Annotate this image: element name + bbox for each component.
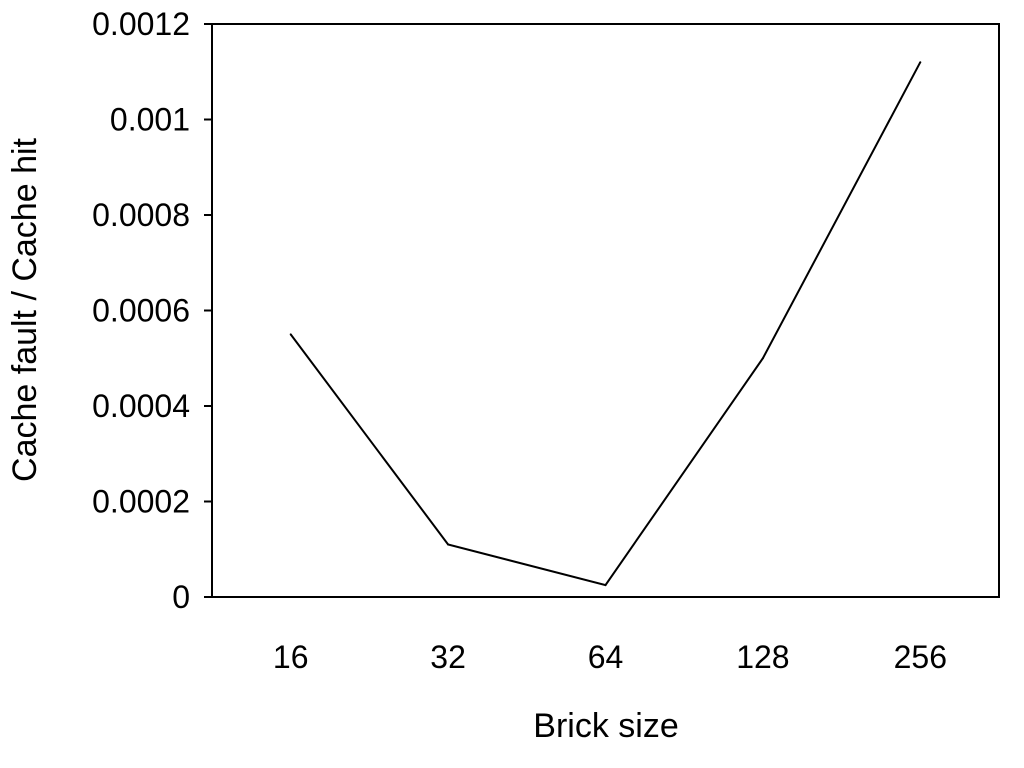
x-tick-label: 128 <box>736 639 789 675</box>
plot-area-frame <box>211 23 1000 598</box>
data-point <box>919 61 922 64</box>
x-axis-title: Brick size <box>533 707 678 745</box>
x-tick-label: 16 <box>273 639 309 675</box>
y-tick-label: 0.0006 <box>92 293 190 329</box>
y-tick-label: 0.0008 <box>92 197 190 233</box>
series-line <box>289 61 922 587</box>
y-axis-title: Cache fault / Cache hit <box>6 137 44 482</box>
y-tick-label: 0 <box>172 579 190 615</box>
y-tick-label: 0.001 <box>110 102 190 138</box>
y-tick-label: 0.0002 <box>92 484 190 520</box>
x-tick-label: 256 <box>894 639 947 675</box>
x-tick-label: 32 <box>430 639 466 675</box>
x-axis-ticks: 16 32 64 128 256 <box>273 639 947 675</box>
y-tick-label: 0.0004 <box>92 388 190 424</box>
data-point <box>447 543 450 546</box>
series-group <box>289 61 922 587</box>
data-point <box>761 357 764 360</box>
data-point <box>289 333 292 336</box>
y-tick-label: 0.0012 <box>92 6 190 42</box>
data-point <box>604 584 607 587</box>
y-axis-ticks: 0 0.0002 0.0004 0.0006 0.0008 0.001 0.0012 <box>92 6 212 615</box>
x-tick-label: 64 <box>588 639 624 675</box>
